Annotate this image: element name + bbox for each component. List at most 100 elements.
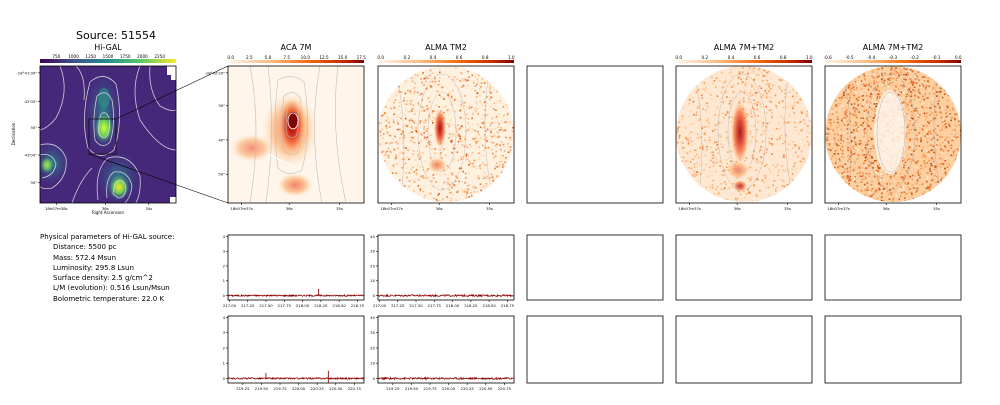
colorbar-tick-label: 2000	[137, 54, 148, 59]
x-tick-label: 219.25	[386, 386, 400, 391]
y-tick-label: 4	[223, 234, 226, 239]
diff-frame	[824, 65, 962, 204]
higal-image	[40, 66, 176, 203]
y-tick-label: 0	[373, 376, 376, 381]
y-tick-label: 30"	[30, 180, 37, 185]
x-tick-label: 18h07m38s	[45, 206, 68, 211]
spectrum-line	[227, 293, 365, 298]
spectrum-row1-col1: 217.00 217.25 217.50 217.75 218.00 218.25 218.…	[223, 234, 365, 308]
y-tick-label: 43'00"	[25, 152, 38, 157]
aca-colorbar	[228, 60, 364, 63]
diff-axes: 18h07m37s 36s 35s	[827, 203, 940, 211]
figure-title: Source: 51554	[76, 29, 156, 42]
aca-title: ACA 7M	[281, 43, 312, 52]
x-tick-label: 218.25	[314, 303, 328, 308]
colorbar-tick-label: 0.2	[403, 55, 410, 60]
x-tick-label: 36s	[436, 206, 443, 211]
aca-axes: 18h07m37s 36s 35s -18°42'20" 30" 40" 50"	[204, 70, 343, 211]
x-tick-label: 36s	[734, 206, 741, 211]
colorbar-tick-label: -0.2	[911, 55, 920, 60]
colorbar-tick-label: 0.0	[227, 55, 234, 60]
x-tick-label: 217.75	[278, 303, 292, 308]
y-tick-label: 40"	[218, 137, 225, 142]
y-tick-label: 20	[370, 263, 375, 268]
higal-colorbar-ticks: 750 1000 1250 1500 1750 2000 2250	[52, 54, 165, 59]
mix-image	[676, 66, 812, 202]
y-tick-label: 0	[373, 293, 376, 298]
y-tick-label: 30"	[30, 125, 37, 130]
x-tick-label: 18h07m37s	[230, 206, 253, 211]
tm2-title: ALMA TM2	[425, 43, 467, 52]
empty-panel-row1-col4	[526, 234, 664, 301]
higal-frame	[39, 65, 177, 204]
colorbar-tick-label: -0.4	[867, 55, 876, 60]
colorbar-tick-label: 0.4	[430, 55, 437, 60]
tm2-colorbar	[378, 60, 514, 63]
y-tick-label: 2	[223, 345, 226, 350]
spectrum-row2-col1: 219.25 219.50 219.75 220.00 220.25 220.50 220.…	[223, 315, 365, 391]
aca-image	[228, 66, 364, 203]
diff-title: ALMA 7M+TM2	[863, 43, 923, 52]
spectrum-row2-col2: 219.25 219.50 219.75 220.00 220.25 220.50 220.…	[370, 315, 515, 391]
params-heading: Physical parameters of Hi-GAL source:	[40, 233, 175, 241]
colorbar-tick-label: -0.5	[845, 55, 854, 60]
x-tick-label: 35s	[486, 206, 493, 211]
x-tick-label: 220.25	[311, 386, 325, 391]
y-tick-label: 3	[223, 249, 226, 254]
y-tick-label: 30	[370, 249, 375, 254]
empty-panel-row1-col6	[824, 234, 962, 301]
colorbar-tick-label: 750	[52, 54, 60, 59]
mix-title: ALMA 7M+TM2	[714, 43, 774, 52]
x-tick-label: 217.50	[259, 303, 273, 308]
y-tick-label: 20	[370, 345, 375, 350]
y-tick-label: 10	[370, 361, 375, 366]
param-surface-density: Surface density: 2.5 g/cm^2	[53, 274, 153, 283]
y-tick-label: 2	[223, 263, 226, 268]
physical-parameters: Physical parameters of Hi-GAL source: Di…	[40, 232, 174, 304]
colorbar-tick-label: 1250	[85, 54, 96, 59]
spectrum-line	[377, 293, 515, 298]
x-tick-label: 18h07m37s	[678, 206, 701, 211]
param-luminosity: Luminosity: 295.8 Lsun	[53, 263, 134, 272]
zoom-line-top	[115, 65, 229, 120]
x-tick-label: 34s	[145, 206, 152, 211]
colorbar-tick-label: 0.0	[955, 55, 962, 60]
colorbar-tick-label: 10.0	[301, 55, 311, 60]
spectrum-line	[377, 376, 515, 381]
x-tick-label: 220.50	[329, 386, 343, 391]
x-tick-label: 220.25	[461, 386, 475, 391]
y-tick-label: 30"	[218, 103, 225, 108]
colorbar-tick-label: 0.6	[754, 55, 761, 60]
diff-colorbar-ticks: -0.6 -0.5 -0.4 -0.3 -0.2 -0.1 0.0	[824, 55, 962, 60]
spectrum-frame	[227, 234, 365, 301]
colorbar-tick-label: -0.6	[824, 55, 833, 60]
colorbar-tick-label: 2.5	[246, 55, 253, 60]
param-lm-evolution: L/M (evolution): 0.516 Lsun/Msun	[53, 284, 170, 293]
x-tick-label: 217.50	[409, 303, 423, 308]
zoom-line-bottom	[88, 153, 229, 204]
colorbar-tick-label: 15.0	[338, 55, 348, 60]
colorbar-tick-label: 1000	[68, 54, 79, 59]
empty-panel-image	[526, 65, 664, 204]
x-tick-label: 219.50	[405, 386, 419, 391]
y-tick-label: 40	[370, 234, 375, 239]
colorbar-tick-label: 0.8	[780, 55, 787, 60]
colorbar-tick-label: 1500	[103, 54, 114, 59]
x-tick-label: 35s	[933, 206, 940, 211]
mix-frame	[675, 65, 813, 204]
x-tick-label: 219.50	[255, 386, 269, 391]
x-tick-label: 219.75	[423, 386, 437, 391]
spectrum-frame	[227, 315, 365, 384]
y-tick-label: 1	[223, 361, 226, 366]
aca-colorbar-ticks: 0.0 2.5 5.0 7.5 10.0 12.5 15.0 17.5	[227, 55, 366, 60]
spectrum-frame	[377, 234, 515, 301]
colorbar-tick-label: 0.0	[675, 55, 682, 60]
x-tick-label: 219.25	[236, 386, 250, 391]
x-tick-label: 35s	[784, 206, 791, 211]
x-tick-label: 217.25	[391, 303, 405, 308]
colorbar-tick-label: -0.1	[932, 55, 941, 60]
y-tick-label: 3	[223, 330, 226, 335]
colorbar-tick-label: 17.5	[357, 55, 367, 60]
empty-panel-row2-col4	[526, 315, 664, 384]
